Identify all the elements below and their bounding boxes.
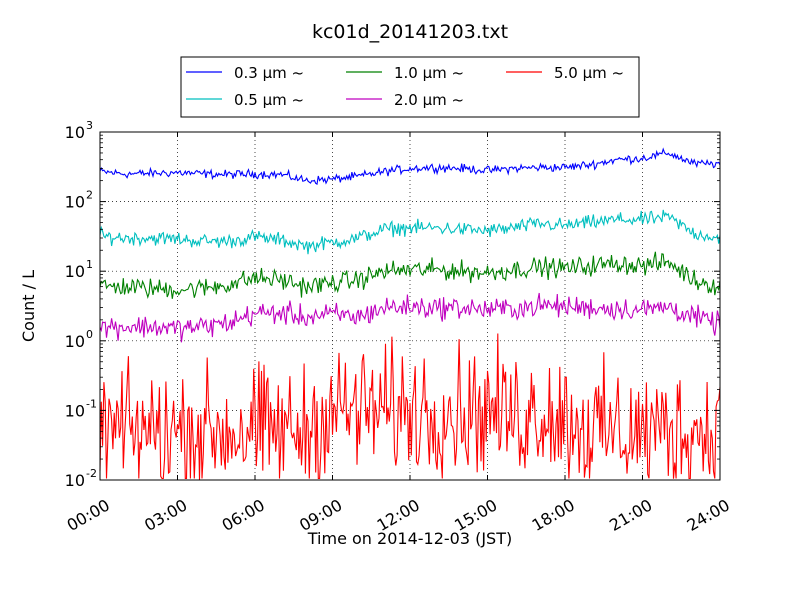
y-tick-label-exponent: 2 bbox=[86, 189, 93, 202]
y-tick-label-exponent: -1 bbox=[86, 397, 97, 410]
y-tick-label-base: 10 bbox=[65, 193, 85, 212]
legend-label: 5.0 μm ~ bbox=[554, 64, 624, 82]
legend-box bbox=[180, 56, 640, 118]
y-tick-label-base: 10 bbox=[65, 401, 85, 420]
y-axis-label: Count / L bbox=[19, 270, 38, 342]
legend-entry: 2.0 μm ~ bbox=[346, 91, 464, 109]
legend-entry: 5.0 μm ~ bbox=[506, 64, 624, 82]
y-tick-label-base: 10 bbox=[65, 471, 85, 490]
legend-label: 0.3 μm ~ bbox=[234, 64, 304, 82]
legend-label: 0.5 μm ~ bbox=[234, 91, 304, 109]
y-tick-label-base: 10 bbox=[65, 262, 85, 281]
legend-entry: 0.3 μm ~ bbox=[186, 64, 304, 82]
grid bbox=[100, 132, 720, 480]
legend-entry: 1.0 μm ~ bbox=[346, 64, 464, 82]
series-line bbox=[99, 147, 721, 185]
ticks bbox=[99, 131, 721, 481]
y-tick-label: 10 -2 bbox=[65, 467, 97, 490]
y-tick-label: 10 0 bbox=[65, 328, 93, 351]
legend-entry: 0.5 μm ~ bbox=[186, 91, 304, 109]
series-lines bbox=[99, 147, 721, 480]
legend-label: 1.0 μm ~ bbox=[394, 64, 464, 82]
series-line bbox=[99, 209, 721, 255]
series-line bbox=[99, 292, 721, 343]
y-tick-label: 10 2 bbox=[65, 189, 93, 212]
series-line bbox=[99, 251, 721, 299]
y-tick-label-base: 10 bbox=[65, 123, 85, 142]
y-tick-label-exponent: 1 bbox=[86, 258, 93, 271]
y-tick-label: 10 3 bbox=[65, 119, 93, 142]
y-tick-label: 10 1 bbox=[65, 258, 93, 281]
y-tick-label: 10 -1 bbox=[65, 397, 97, 420]
y-tick-label-exponent: 0 bbox=[86, 328, 93, 341]
legend: 0.3 μm ~ 0.5 μm ~ 1.0 μm ~ 2.0 μm ~ 5.0 μm ~ bbox=[180, 56, 640, 118]
legend-label: 2.0 μm ~ bbox=[394, 91, 464, 109]
series-line bbox=[99, 333, 721, 480]
y-tick-label-exponent: 3 bbox=[86, 119, 93, 132]
y-tick-label-base: 10 bbox=[65, 332, 85, 351]
chart-title: kc01d_20141203.txt bbox=[312, 21, 508, 43]
x-axis-label: Time on 2014-12-03 (JST) bbox=[307, 529, 512, 548]
y-tick-label-exponent: -2 bbox=[86, 467, 97, 480]
